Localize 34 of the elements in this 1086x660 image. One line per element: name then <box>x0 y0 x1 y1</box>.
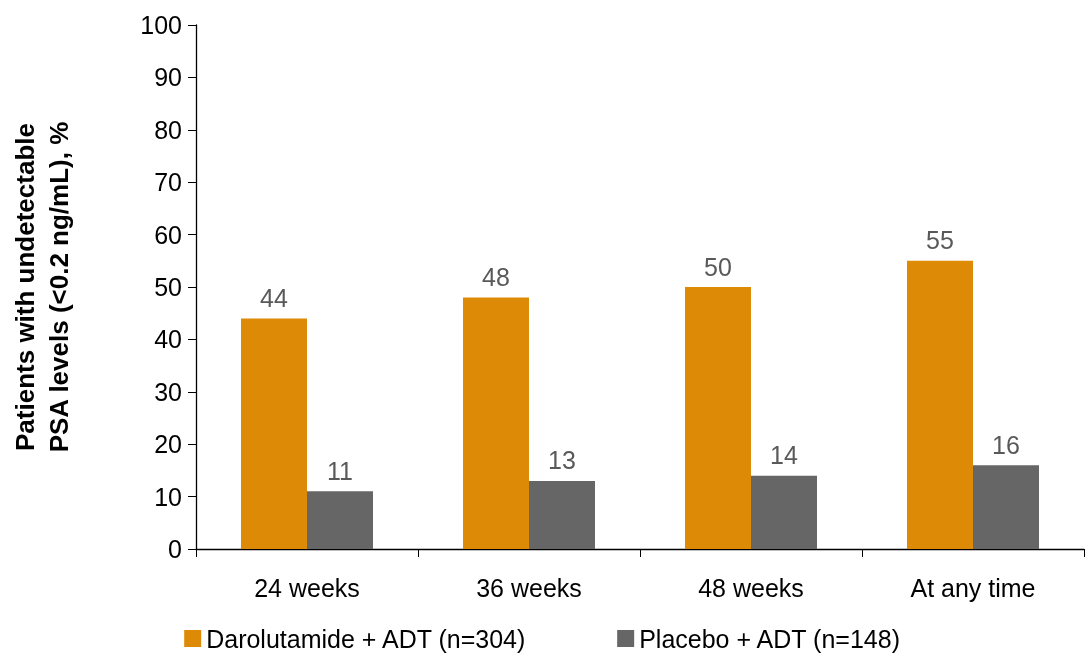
bar <box>973 465 1039 549</box>
bar <box>463 297 529 549</box>
x-tick-label: 36 weeks <box>476 573 582 602</box>
data-label: 55 <box>926 226 954 255</box>
y-tick-label: 10 <box>154 482 182 511</box>
x-tick-label: 24 weeks <box>254 573 360 602</box>
bar <box>685 287 751 549</box>
data-label: 13 <box>548 446 576 475</box>
y-tick-label: 60 <box>154 220 182 249</box>
legend-label: Placebo + ADT (n=148) <box>639 624 900 653</box>
y-tick-label: 0 <box>168 535 182 563</box>
data-label: 11 <box>327 456 353 485</box>
bar <box>241 318 307 549</box>
y-tick-label: 100 <box>140 11 182 39</box>
y-tick-label: 40 <box>154 325 182 354</box>
y-tick-label: 30 <box>154 377 182 406</box>
bar <box>529 480 595 549</box>
data-label: 14 <box>770 441 798 470</box>
y-tick-label: 90 <box>154 63 182 92</box>
data-label: 50 <box>704 252 732 281</box>
legend-label: Darolutamide + ADT (n=304) <box>206 624 526 653</box>
data-label: 48 <box>482 262 510 291</box>
y-axis-title: Patients with undetectable PSA levels (<0.2 ng/mL), % <box>10 121 74 453</box>
y-tick-label: 80 <box>154 115 182 144</box>
data-label: 44 <box>260 283 288 312</box>
x-tick-label: 48 weeks <box>698 573 804 602</box>
bar <box>907 260 973 549</box>
bar <box>751 475 817 549</box>
data-label: 16 <box>992 430 1020 459</box>
bar <box>307 491 373 549</box>
x-tick-label: At any time <box>910 573 1036 602</box>
y-tick-label: 70 <box>154 168 182 197</box>
y-tick-label: 20 <box>154 430 182 459</box>
y-tick-label: 50 <box>154 273 182 301</box>
